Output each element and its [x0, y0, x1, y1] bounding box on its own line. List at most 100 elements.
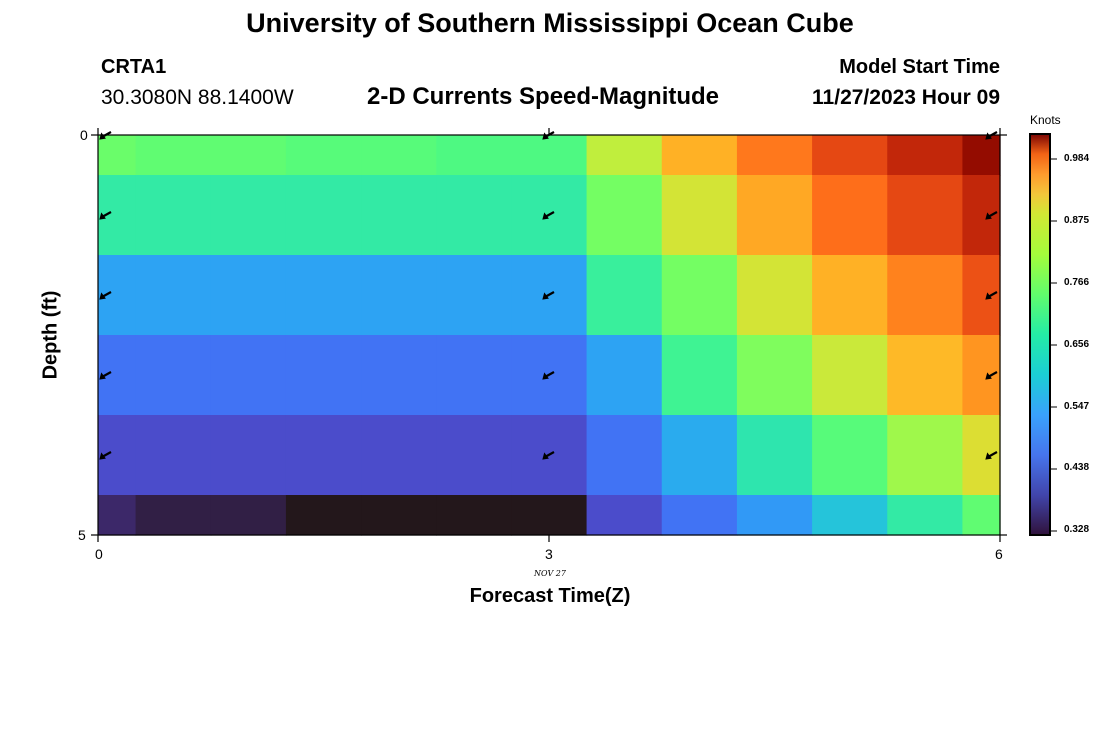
heatmap-cell: [887, 255, 964, 336]
heatmap-cell: [436, 335, 513, 416]
current-vector-arrow: [99, 291, 112, 300]
current-vector-arrow: [99, 211, 112, 220]
current-vector-arrow: [99, 371, 112, 380]
current-vector-arrow: [542, 211, 555, 220]
heatmap-cell: [436, 495, 513, 536]
heatmap-cell: [887, 135, 964, 176]
heatmap-cell: [98, 495, 137, 536]
heatmap-cell: [135, 135, 212, 176]
station-coordinates: 30.3080N 88.1400W: [101, 86, 294, 109]
heatmap-cell: [135, 335, 212, 416]
heatmap-cell: [361, 335, 437, 416]
heatmap-cell: [812, 255, 888, 336]
heatmap-cell: [586, 335, 663, 416]
heatmap-cell: [210, 135, 287, 176]
heatmap-cell: [285, 495, 362, 536]
current-vector-arrow: [542, 451, 555, 460]
heatmap-cell: [586, 135, 663, 176]
heatmap-cell: [210, 335, 287, 416]
colorbar-title: Knots: [1030, 113, 1061, 127]
model-start-value: 11/27/2023 Hour 09: [812, 86, 1000, 109]
heatmap-cell: [98, 135, 137, 176]
heatmap-cell: [661, 495, 738, 536]
heatmap-cell: [361, 415, 437, 496]
heatmap-cell: [887, 495, 964, 536]
colorbar-tick-label: 0.656: [1064, 339, 1090, 350]
heatmap-cell: [812, 495, 888, 536]
heatmap-cell: [962, 495, 1001, 536]
heatmap-cell: [736, 335, 813, 416]
current-vector-arrow: [542, 371, 555, 380]
heatmap-cell: [285, 415, 362, 496]
colorbar-tick-label: 0.984: [1064, 153, 1090, 164]
heatmap-cell: [586, 175, 663, 256]
x-tick-label-0: 0: [95, 546, 103, 562]
colorbar-tick-label: 0.875: [1064, 215, 1090, 226]
y-tick-label-0: 0: [80, 127, 88, 143]
heatmap-cell: [436, 255, 513, 336]
heatmap-cell: [812, 415, 888, 496]
heatmap-cell: [661, 335, 738, 416]
current-vector-arrow: [985, 211, 998, 220]
y-tick-label-5: 5: [78, 527, 86, 543]
current-vector-arrow: [985, 451, 998, 460]
current-vector-arrow: [985, 371, 998, 380]
x-tick-label-3: 3: [545, 546, 553, 562]
heatmap-cell: [962, 335, 1001, 416]
heatmap-cell: [361, 255, 437, 336]
colorbar-tick-label: 0.438: [1064, 462, 1090, 473]
current-vector-arrow: [985, 291, 998, 300]
heatmap-cell: [210, 495, 287, 536]
heatmap-cell: [361, 495, 437, 536]
heatmap-cell: [661, 415, 738, 496]
heatmap-cell: [962, 415, 1001, 496]
heatmap-cell: [511, 495, 588, 536]
heatmap-cell: [736, 495, 813, 536]
heatmap-cell: [135, 415, 212, 496]
heatmap-cell: [812, 335, 888, 416]
heatmap-cell: [887, 175, 964, 256]
heatmap-cell: [812, 135, 888, 176]
date-label: NOV 27: [534, 569, 566, 578]
heatmap-cell: [436, 175, 513, 256]
heatmap-cell: [210, 175, 287, 256]
heatmap-cell: [586, 495, 663, 536]
heatmap-cell: [586, 255, 663, 336]
heatmap-cell: [736, 415, 813, 496]
heatmap-cell: [436, 415, 513, 496]
model-start-label: Model Start Time: [839, 56, 1000, 78]
x-axis-label: Forecast Time(Z): [469, 585, 631, 607]
heatmap-cell: [361, 175, 437, 256]
heatmap-cell: [285, 175, 362, 256]
heatmap-cell: [736, 255, 813, 336]
heatmap-cell: [361, 135, 437, 176]
heatmap-cell: [436, 135, 513, 176]
station-id: CRTA1: [101, 56, 167, 78]
current-vector-arrow: [542, 291, 555, 300]
heatmap-cell: [661, 255, 738, 336]
heatmap-cell: [285, 335, 362, 416]
heatmap-cell: [736, 135, 813, 176]
heatmap-cell: [210, 415, 287, 496]
heatmap-cell: [812, 175, 888, 256]
heatmap-cell: [962, 135, 1001, 176]
heatmap-cell: [586, 415, 663, 496]
chart-subtitle: 2-D Currents Speed-Magnitude: [367, 83, 720, 110]
heatmap-cell: [887, 415, 964, 496]
heatmap-cell: [661, 135, 738, 176]
x-tick-label-6: 6: [995, 546, 1003, 562]
colorbar: [1029, 133, 1051, 536]
colorbar-tick-label: 0.766: [1064, 277, 1090, 288]
heatmap-cell: [285, 135, 362, 176]
page-title: University of Southern Mississippi Ocean…: [246, 8, 854, 38]
heatmap-cell: [135, 495, 212, 536]
current-vector-arrow: [99, 451, 112, 460]
heatmap-cell: [887, 335, 964, 416]
colorbar-tick-label: 0.328: [1064, 524, 1090, 535]
heatmap-cell: [962, 175, 1001, 256]
colorbar-tick-label: 0.547: [1064, 401, 1090, 412]
heatmap-cell: [511, 135, 588, 176]
heatmap-cell: [210, 255, 287, 336]
heatmap-cell: [962, 255, 1001, 336]
